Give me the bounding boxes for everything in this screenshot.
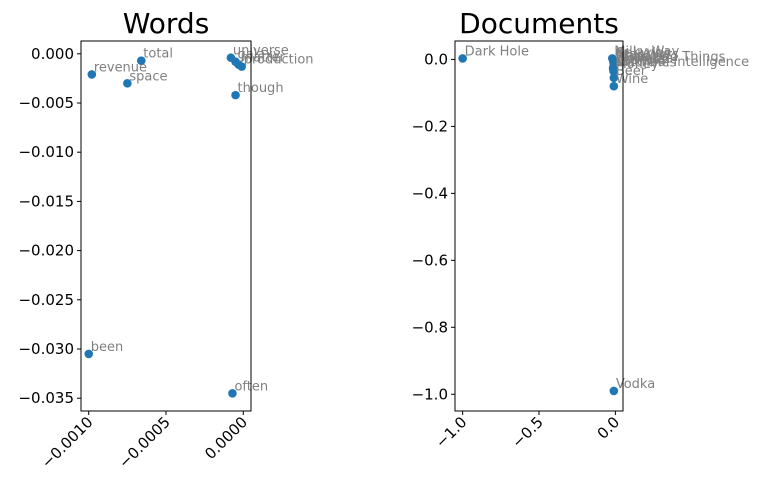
words-data-point <box>123 79 132 88</box>
documents-x-tick-label: −0.5 <box>508 413 546 451</box>
documents-axes-frame <box>454 40 624 412</box>
words-y-tick-label: −0.015 <box>18 192 74 210</box>
words-y-tick-label: −0.030 <box>18 340 74 358</box>
words-panel: Words 0.000 −0.005 −0.010 −0.015 −0.020 −0.025… <box>18 7 313 472</box>
documents-point-label: Money <box>616 57 659 72</box>
words-data-point <box>237 62 247 71</box>
words-point-label: galaxy <box>238 48 281 63</box>
words-data-point <box>231 90 240 100</box>
documents-point-label: Star Wars <box>616 47 679 62</box>
documents-x-tick-label: −1.0 <box>432 413 470 451</box>
documents-y-tick-label: −0.8 <box>412 318 448 336</box>
documents-data-point <box>609 81 619 91</box>
words-point-label: space <box>129 69 167 84</box>
documents-y-tick-label: −0.4 <box>412 184 448 202</box>
documents-point-label: Beer <box>616 64 647 79</box>
words-y-tick-label: −0.005 <box>18 94 74 112</box>
documents-data-point <box>458 54 467 63</box>
documents-x-tick-label: 0.0 <box>594 413 624 443</box>
words-y-tick-label: −0.035 <box>18 389 74 407</box>
documents-point-label: Earth <box>615 54 650 69</box>
words-y-tick-label: −0.010 <box>18 143 74 161</box>
words-y-tick-label: 0.000 <box>31 45 74 63</box>
words-point-label: production <box>244 53 314 68</box>
documents-point-label: Universe <box>616 51 673 66</box>
documents-point-label: Milky Way <box>614 44 679 59</box>
documents-y-tick-label: −0.2 <box>412 117 448 135</box>
documents-data-point <box>609 73 619 83</box>
documents-point-label: Artificial Intelligence <box>616 55 749 70</box>
words-point-label: matter <box>241 51 286 66</box>
words-x-tick-label: 0.0000 <box>201 413 251 463</box>
words-data-point <box>228 388 237 398</box>
documents-point-label: Dark Hole <box>465 44 529 59</box>
documents-y-tick-label: −0.6 <box>412 251 448 269</box>
words-point-label: though <box>238 81 284 96</box>
documents-point-label: Stars and Things <box>616 50 725 65</box>
documents-data-point <box>609 66 618 76</box>
documents-point-label: Wine <box>616 72 648 87</box>
words-data-point <box>136 56 146 65</box>
words-point-label: universe <box>233 44 289 59</box>
documents-y-tick-label: 0.0 <box>424 50 448 68</box>
documents-chart-title: Documents <box>459 7 619 40</box>
words-data-point <box>87 70 97 79</box>
words-y-tick-label: −0.025 <box>18 291 74 309</box>
documents-point-label: Galaxies <box>615 46 671 61</box>
documents-point-label: Vodka <box>616 377 655 392</box>
words-point-label: been <box>91 340 124 355</box>
words-point-label: total <box>143 47 173 62</box>
documents-point-label: Planets <box>616 49 664 64</box>
words-x-tick-label: −0.0010 <box>38 413 97 472</box>
words-chart-title: Words <box>123 7 210 40</box>
documents-y-tick-label: −1.0 <box>412 385 448 403</box>
documents-data-point <box>609 386 619 396</box>
words-point-label: revenue <box>94 60 147 75</box>
documents-panel: Documents 0.0 −0.2 −0.4 −0.6 −0.8 −1.0 −1.0 −0.5… <box>412 7 750 452</box>
documents-point-label: Machines <box>615 55 676 70</box>
words-y-tick-label: −0.020 <box>18 242 74 260</box>
words-axes-frame <box>80 40 252 412</box>
words-data-point <box>84 349 94 359</box>
documents-point-label: Cosmos <box>616 53 667 68</box>
words-x-tick-label: −0.0005 <box>115 413 174 472</box>
